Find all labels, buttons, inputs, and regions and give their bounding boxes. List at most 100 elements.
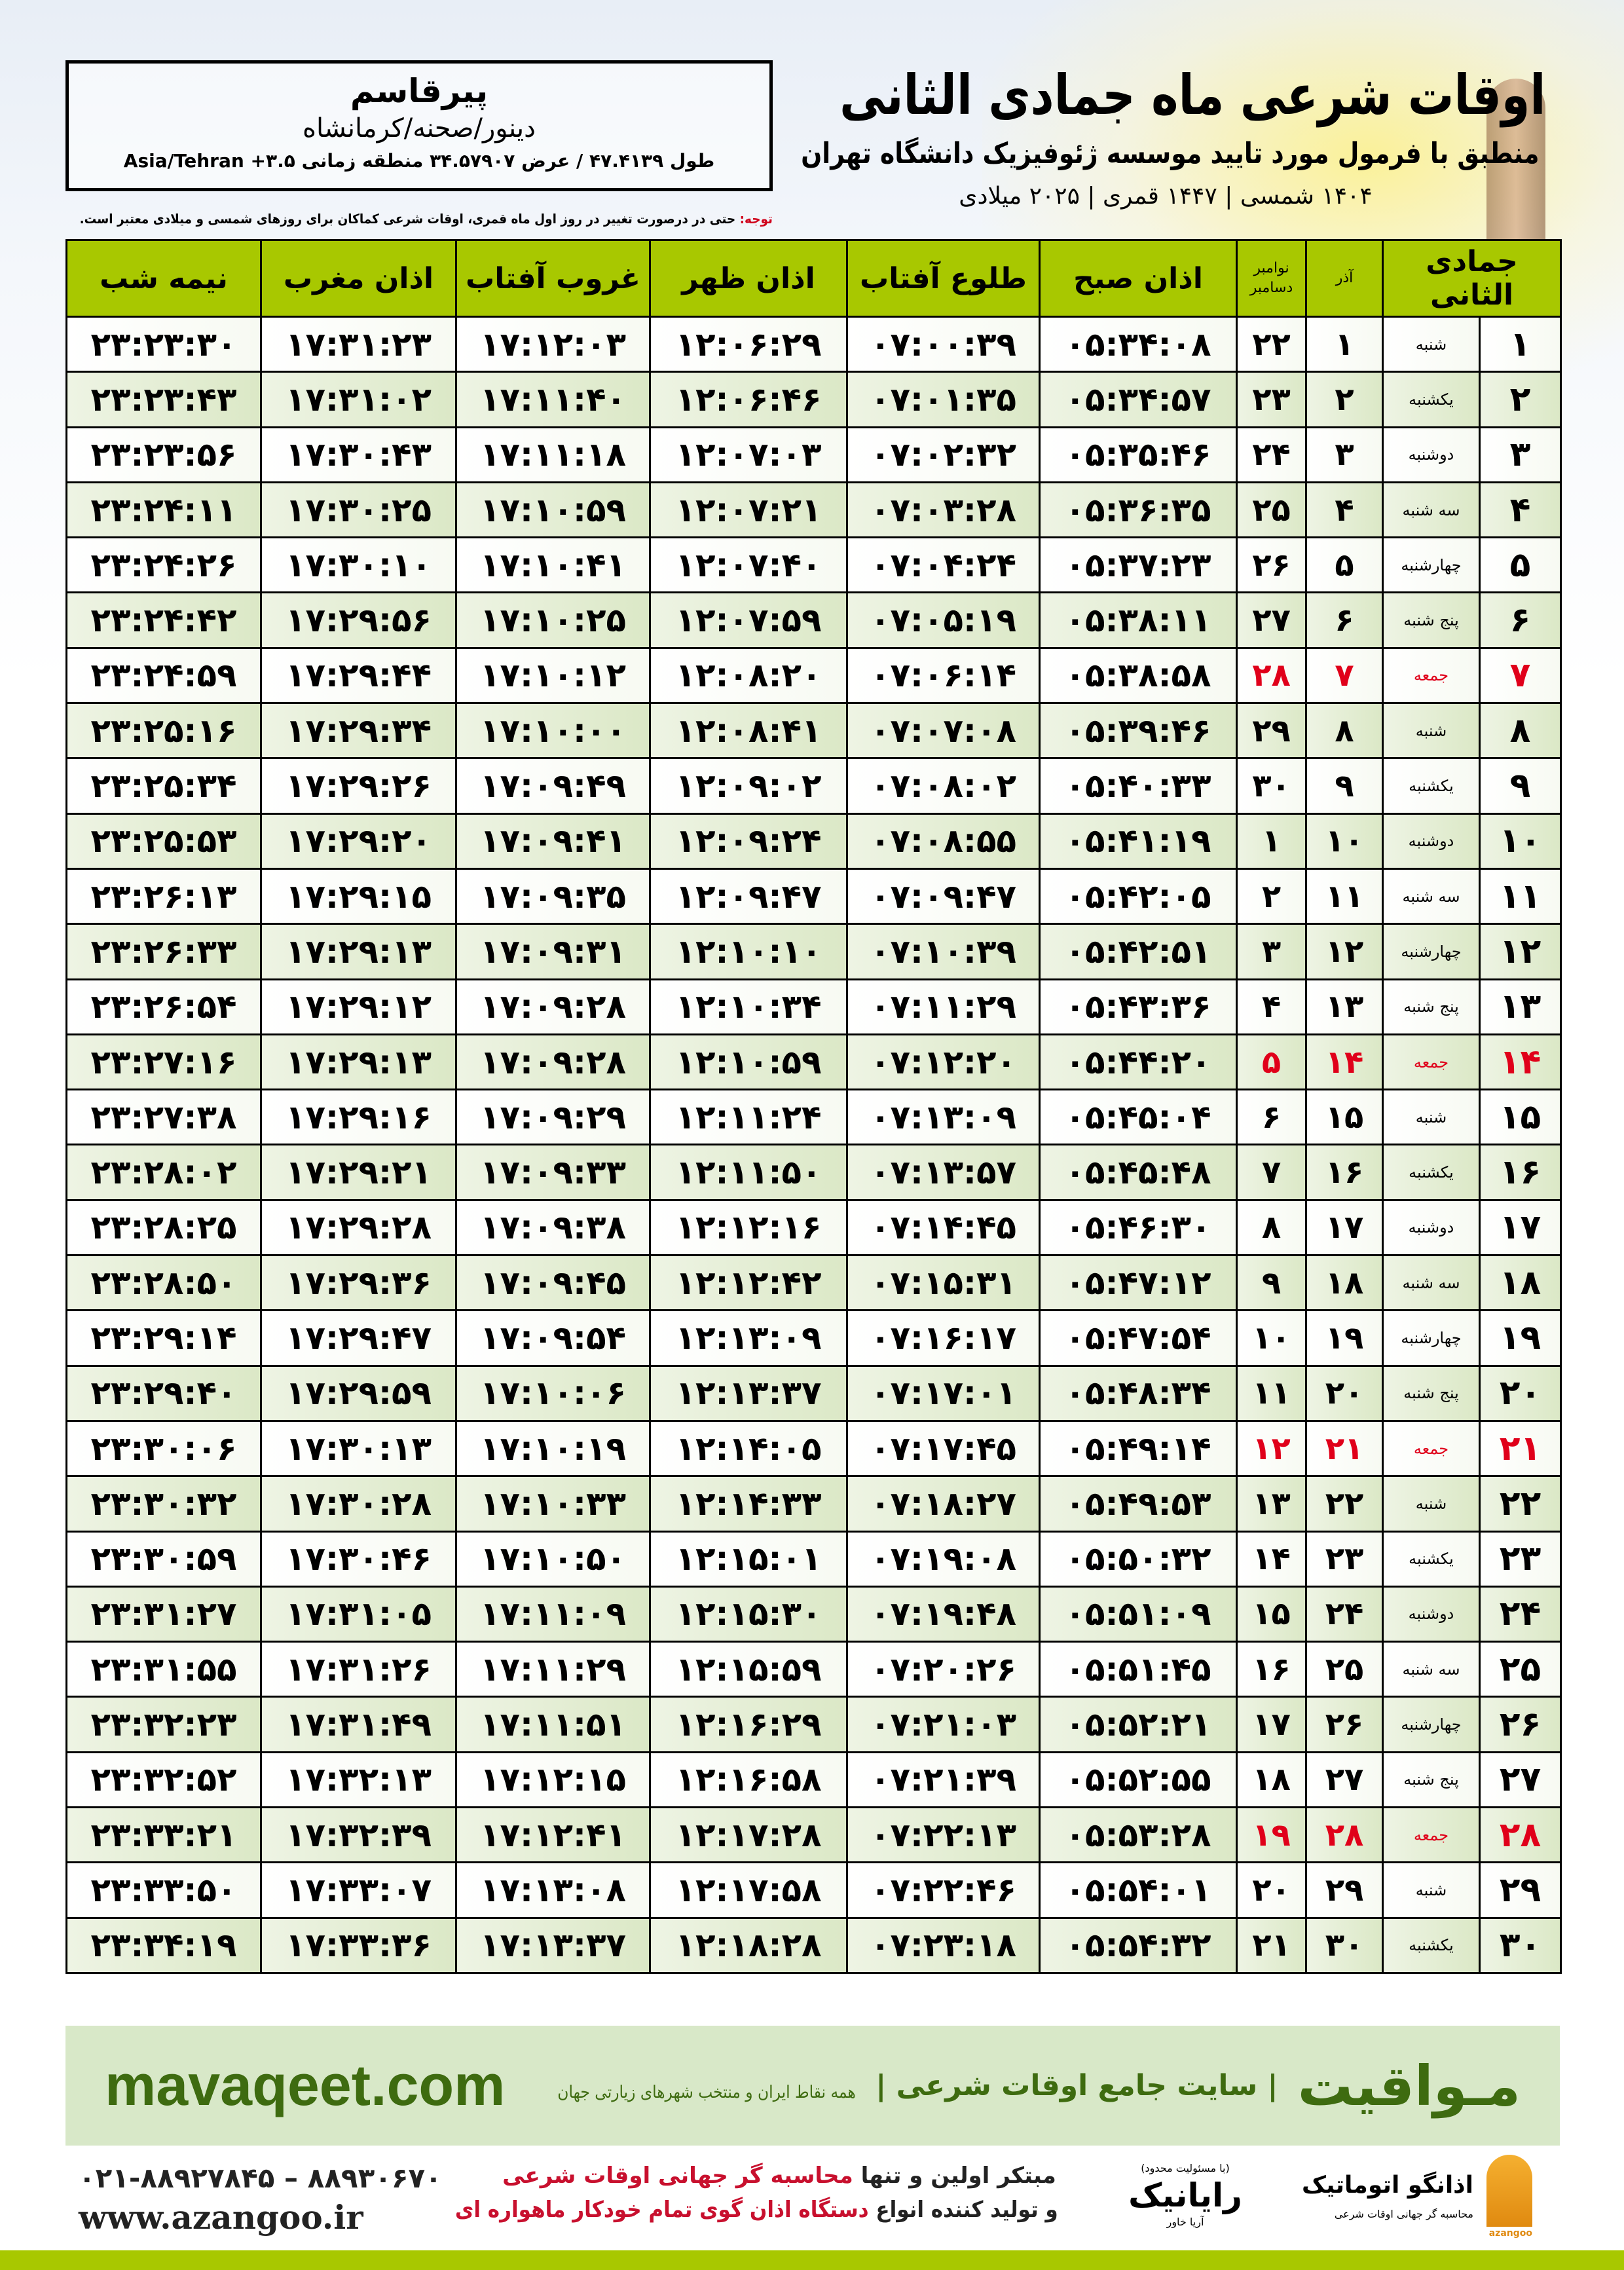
dhuhr-cell: ۱۲:۱۱:۵۰ (649, 1144, 848, 1201)
maghrib-cell: ۱۷:۲۹:۱۳ (260, 1033, 457, 1091)
hijri-day-cell: ۲۵ (1479, 1641, 1562, 1698)
sunset-cell: ۱۷:۰۹:۲۸ (455, 1033, 651, 1091)
table-row: ۲ یکشنبه ۲ ۲۳ ۰۵:۳۴:۵۷ ۰۷:۰۱:۳۵ ۱۲:۰۶:۴۶ ۱۷:۱۱:… (65, 371, 1562, 428)
gregorian-day-cell: ۴ (1236, 978, 1307, 1035)
weekday-cell: پنج شنبه (1381, 1364, 1481, 1422)
midnight-cell: ۲۳:۲۴:۱۱ (65, 481, 262, 539)
year-line: ۱۴۰۴ شمسی | ۱۴۴۷ قمری | ۲۰۲۵ میلادی (959, 183, 1373, 210)
dhuhr-cell: ۱۲:۱۴:۳۳ (649, 1475, 848, 1533)
table-row: ۳۰ یکشنبه ۳۰ ۲۱ ۰۵:۵۴:۳۲ ۰۷:۲۳:۱۸ ۱۲:۱۸:۲۸ ۱۷:۱… (65, 1916, 1562, 1974)
midnight-cell: ۲۳:۲۳:۵۶ (65, 426, 262, 483)
midnight-cell: ۲۳:۲۶:۱۳ (65, 867, 262, 925)
fajr-cell: ۰۵:۴۹:۵۳ (1039, 1475, 1238, 1533)
hijri-day-cell: ۲ (1479, 371, 1562, 428)
promo-line1-highlight: محاسبه گر جهانی اوقات شرعی (502, 2163, 853, 2189)
maghrib-cell: ۱۷:۳۳:۳۶ (260, 1916, 457, 1974)
weekday-cell: یکشنبه (1381, 371, 1481, 428)
dome-icon (1486, 2155, 1532, 2227)
sunrise-cell: ۰۷:۱۸:۲۷ (846, 1475, 1041, 1533)
fajr-cell: ۰۵:۳۸:۵۸ (1039, 646, 1238, 705)
sunrise-cell: ۰۷:۰۴:۲۴ (846, 536, 1041, 594)
promo-line1: مبتکر اولین و تنها (853, 2163, 1056, 2189)
maghrib-cell: ۱۷:۳۰:۴۳ (260, 426, 457, 483)
gregorian-day-cell: ۱۰ (1236, 1309, 1307, 1367)
table-row: ۲۵ سه شنبه ۲۵ ۱۶ ۰۵:۵۱:۴۵ ۰۷:۲۰:۲۶ ۱۲:۱۵:۵۹ ۱۷:… (65, 1641, 1562, 1698)
fajr-cell: ۰۵:۴۷:۵۴ (1039, 1309, 1238, 1367)
midnight-cell: ۲۳:۲۵:۱۶ (65, 702, 262, 760)
sunset-cell: ۱۷:۱۳:۰۸ (455, 1861, 651, 1919)
midnight-cell: ۲۳:۲۹:۴۰ (65, 1364, 262, 1422)
table-row: ۱ شنبه ۱ ۲۲ ۰۵:۳۴:۰۸ ۰۷:۰۰:۳۹ ۱۲:۰۶:۲۹ ۱۷:۱۲:۰۳… (65, 315, 1562, 373)
promo-line2-highlight: دستگاه اذان گوی تمام خودکار ماهواره ای (455, 2197, 869, 2223)
maghrib-cell: ۱۷:۲۹:۵۶ (260, 591, 457, 649)
weekday-cell: دوشنبه (1381, 1199, 1481, 1257)
gregorian-day-cell: ۹ (1236, 1254, 1307, 1312)
maghrib-cell: ۱۷:۲۹:۳۶ (260, 1254, 457, 1312)
table-row: ۲۸ جمعه ۲۸ ۱۹ ۰۵:۵۳:۲۸ ۰۷:۲۲:۱۳ ۱۲:۱۷:۲۸ ۱۷:۱۲:… (65, 1806, 1562, 1864)
table-row: ۱۳ پنج شنبه ۱۳ ۴ ۰۵:۴۳:۳۶ ۰۷:۱۱:۲۹ ۱۲:۱۰:۳۴ ۱۷:… (65, 978, 1562, 1035)
col-maghrib: اذان مغرب (260, 239, 457, 318)
sunrise-cell: ۰۷:۰۸:۰۲ (846, 757, 1041, 815)
azangoo-sub: محاسبه گر جهانی اوقات شرعی (1334, 2208, 1473, 2220)
weekday-cell: جمعه (1381, 1419, 1481, 1478)
weekday-cell: چهارشنبه (1381, 536, 1481, 594)
sunrise-cell: ۰۷:۱۷:۰۱ (846, 1364, 1041, 1422)
azar-day-cell: ۲۷ (1305, 1751, 1384, 1809)
sunrise-cell: ۰۷:۲۱:۳۹ (846, 1751, 1041, 1809)
hijri-day-cell: ۱۶ (1479, 1144, 1562, 1201)
mavaqeet-link[interactable]: mavaqeet.com (105, 2053, 506, 2117)
fajr-cell: ۰۵:۴۵:۰۴ (1039, 1088, 1238, 1146)
dhuhr-cell: ۱۲:۰۹:۴۷ (649, 867, 848, 925)
sunset-cell: ۱۷:۱۰:۳۳ (455, 1475, 651, 1533)
weekday-cell: یکشنبه (1381, 1916, 1481, 1974)
midnight-cell: ۲۳:۳۰:۵۹ (65, 1530, 262, 1588)
hijri-day-cell: ۷ (1479, 646, 1562, 705)
table-row: ۲۱ جمعه ۲۱ ۱۲ ۰۵:۴۹:۱۴ ۰۷:۱۷:۴۵ ۱۲:۱۴:۰۵ ۱۷:۱۰:… (65, 1419, 1562, 1478)
azangoo-link[interactable]: www.azangoo.ir (79, 2198, 363, 2237)
col-sunrise: طلوع آفتاب (846, 239, 1041, 318)
sunset-cell: ۱۷:۰۹:۳۸ (455, 1199, 651, 1257)
azar-day-cell: ۹ (1305, 757, 1384, 815)
year-line-box: ۱۴۰۴ شمسی | ۱۴۴۷ قمری | ۲۰۲۵ میلادی (904, 180, 1428, 213)
prayer-times-table: جمادی الثانی آذر نوامبر دسامبر اذان صبح ط… (65, 239, 1562, 1974)
table-row: ۷ جمعه ۷ ۲۸ ۰۵:۳۸:۵۸ ۰۷:۰۶:۱۴ ۱۲:۰۸:۲۰ ۱۷:۱۰:۱۲… (65, 646, 1562, 705)
azangoo-link-box: www.azangoo.ir (79, 2198, 445, 2237)
azar-day-cell: ۲۸ (1305, 1806, 1384, 1864)
midnight-cell: ۲۳:۳۳:۵۰ (65, 1861, 262, 1919)
sunrise-cell: ۰۷:۰۲:۳۲ (846, 426, 1041, 483)
gregorian-day-cell: ۲۹ (1236, 702, 1307, 760)
sunset-cell: ۱۷:۱۱:۴۰ (455, 371, 651, 428)
rayanik-small: (با مسئولیت محدود) (1141, 2162, 1230, 2174)
page-subtitle: منطبق با فرمول مورد تایید موسسه ژئوفیزیک… (800, 137, 1539, 170)
midnight-cell: ۲۳:۲۷:۳۸ (65, 1088, 262, 1146)
fajr-cell: ۰۵:۴۰:۳۳ (1039, 757, 1238, 815)
sunset-cell: ۱۷:۱۰:۴۱ (455, 536, 651, 594)
table-row: ۲۰ پنج شنبه ۲۰ ۱۱ ۰۵:۴۸:۳۴ ۰۷:۱۷:۰۱ ۱۲:۱۳:۳۷ ۱۷… (65, 1364, 1562, 1422)
weekday-cell: چهارشنبه (1381, 1309, 1481, 1367)
azar-day-cell: ۳۰ (1305, 1916, 1384, 1974)
hijri-day-cell: ۱۴ (1479, 1033, 1562, 1091)
gregorian-day-cell: ۶ (1236, 1088, 1307, 1146)
fajr-cell: ۰۵:۳۴:۰۸ (1039, 315, 1238, 373)
bottom-bar (0, 2250, 1624, 2270)
note-inner: توجه: حتی در درصورت تغییر در روز اول ماه… (80, 211, 773, 227)
weekday-cell: دوشنبه (1381, 1585, 1481, 1643)
maghrib-cell: ۱۷:۳۰:۲۸ (260, 1475, 457, 1533)
weekday-cell: یکشنبه (1381, 1530, 1481, 1588)
dhuhr-cell: ۱۲:۱۵:۰۱ (649, 1530, 848, 1588)
banner-tagline: | سایت جامع اوقات شرعی | (876, 2069, 1278, 2102)
fajr-cell: ۰۵:۴۹:۱۴ (1039, 1419, 1238, 1478)
sunset-cell: ۱۷:۱۰:۵۰ (455, 1530, 651, 1588)
azangoo-name-box: اذانگو اتوماتیک (1283, 2170, 1473, 2201)
azangoo-name: اذانگو اتوماتیک (1301, 2172, 1473, 2199)
sunrise-cell: ۰۷:۰۶:۱۴ (846, 646, 1041, 705)
gregorian-day-cell: ۳ (1236, 923, 1307, 980)
hijri-day-cell: ۶ (1479, 591, 1562, 649)
weekday-cell: سه شنبه (1381, 1254, 1481, 1312)
coordinates: طول ۴۷.۴۱۳۹ / عرض ۳۴.۵۷۹۰۷ منطقه زمانی ۳… (123, 150, 715, 172)
maghrib-cell: ۱۷:۳۱:۰۵ (260, 1585, 457, 1643)
azar-day-cell: ۱۱ (1305, 867, 1384, 925)
page-subtitle-box: منطبق با فرمول مورد تایید موسسه ژئوفیزیک… (786, 134, 1539, 174)
azar-day-cell: ۳ (1305, 426, 1384, 483)
table-row: ۲۷ پنج شنبه ۲۷ ۱۸ ۰۵:۵۲:۵۵ ۰۷:۲۱:۳۹ ۱۲:۱۶:۵۸ ۱۷… (65, 1751, 1562, 1809)
